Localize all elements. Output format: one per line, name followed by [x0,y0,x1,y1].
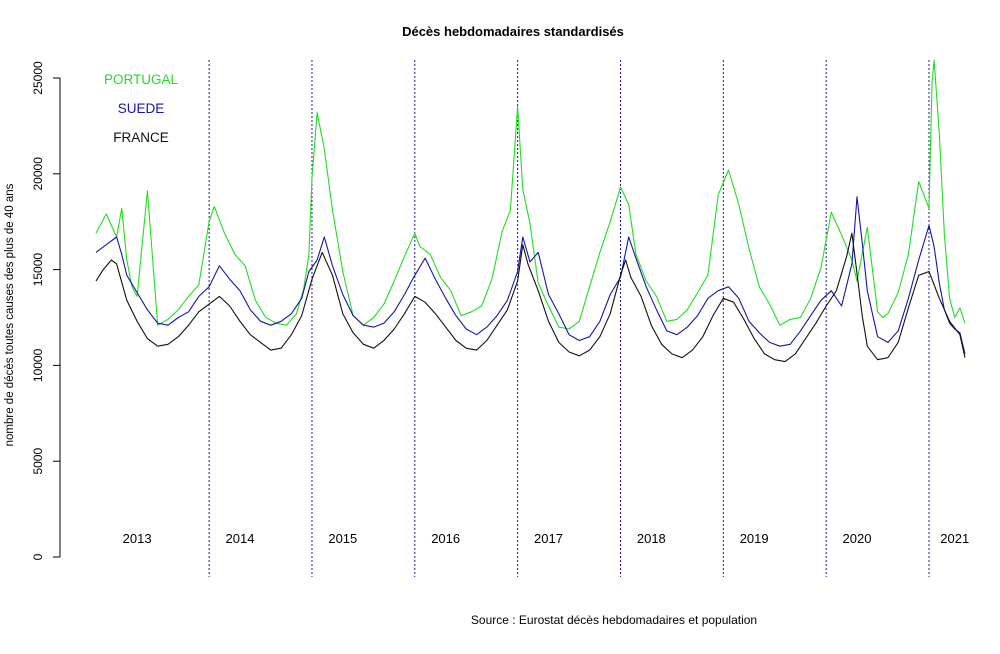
y-axis: 0 5000 10000 15000 20000 25000 [31,61,61,560]
series-lines [95,59,966,363]
year-label: 2017 [534,531,563,546]
year-label: 2019 [740,531,769,546]
year-label: 2015 [328,531,357,546]
series-line-france [95,232,966,363]
series-line-suede [95,196,966,355]
legend-entry-portugal: PORTUGAL [104,72,179,87]
legend-entry-suede: SUEDE [118,101,165,116]
y-tick-label: 0 [31,553,45,560]
y-axis-label: nombre de décès toutes causes des plus d… [4,183,16,446]
year-labels: 2013 2014 2015 2016 2017 2018 2019 2020 2021 [123,531,970,546]
year-label: 2014 [226,531,255,546]
chart-title: Décès hebdomadaires standardisés [402,24,624,39]
y-tick-label: 20000 [31,157,45,191]
legend: PORTUGAL SUEDE FRANCE [104,72,179,145]
year-label: 2013 [123,531,152,546]
year-label: 2018 [637,531,666,546]
year-label: 2016 [431,531,460,546]
y-tick-label: 5000 [31,448,45,475]
year-label: 2021 [940,531,969,546]
legend-entry-france: FRANCE [113,130,169,145]
year-label: 2020 [843,531,872,546]
y-tick-label: 10000 [31,348,45,382]
source-note: Source : Eurostat décès hebdomadaires et… [471,613,757,627]
y-tick-label: 15000 [31,253,45,287]
series-line-portugal [95,59,966,330]
year-boundary-lines [208,60,930,577]
y-tick-label: 25000 [31,61,45,95]
